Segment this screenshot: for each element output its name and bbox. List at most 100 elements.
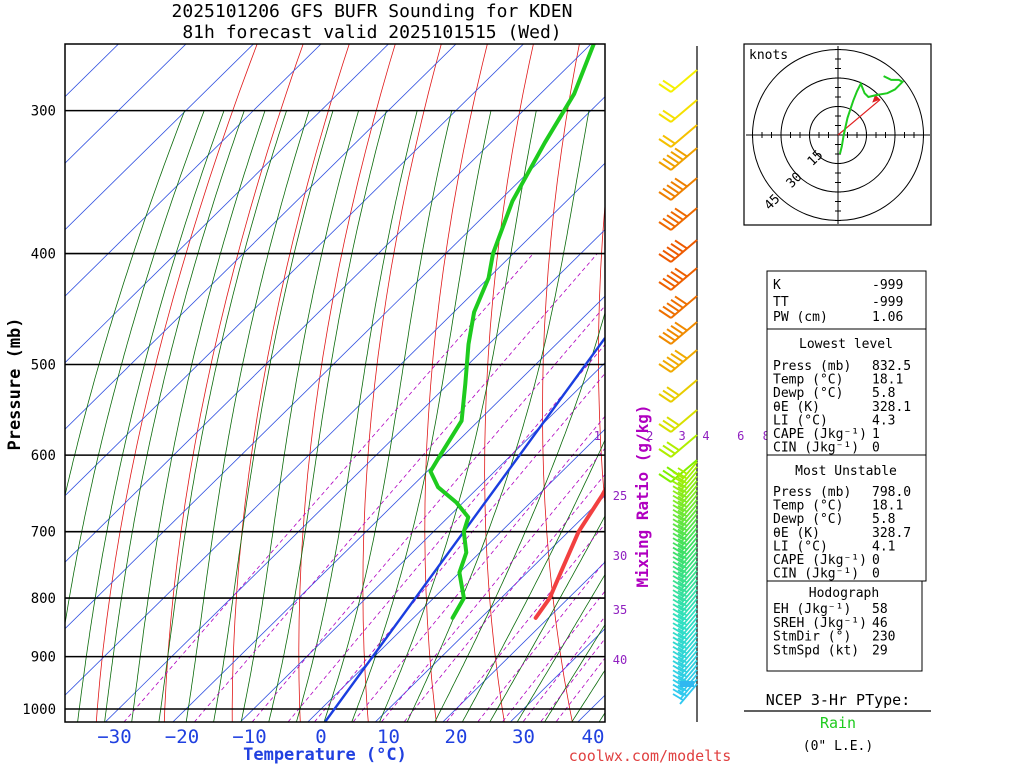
wind-barb bbox=[658, 124, 698, 148]
mixing-ratio-label: 2 bbox=[646, 429, 653, 443]
wind-barb bbox=[672, 522, 698, 544]
chart-title: 2025101206 GFS BUFR Sounding for KDEN bbox=[172, 1, 573, 22]
wind-barb bbox=[658, 99, 698, 123]
moist-adiabat-line bbox=[268, 110, 387, 722]
wind-barb bbox=[672, 631, 698, 653]
param-value: 0 bbox=[872, 553, 880, 568]
param-label: LI (°C) bbox=[773, 413, 828, 428]
hodograph-params-box bbox=[766, 580, 923, 672]
ptype-title: NCEP 3-Hr PType: bbox=[766, 691, 911, 709]
mixing-ratio-side-label: 25 bbox=[613, 489, 627, 503]
wind-barb bbox=[672, 527, 698, 549]
moist-adiabat-line bbox=[295, 110, 418, 722]
param-label: EH (Jkg⁻¹) bbox=[773, 602, 851, 617]
mixing-ratio-side-label: 40 bbox=[613, 653, 627, 667]
wind-barb bbox=[672, 466, 698, 488]
param-value: 328.1 bbox=[872, 400, 911, 415]
wind-barb bbox=[672, 494, 698, 516]
isotherm-line bbox=[172, 295, 605, 722]
hodograph-trace bbox=[838, 75, 905, 155]
param-value: 29 bbox=[872, 643, 888, 658]
moist-adiabat-line bbox=[131, 110, 266, 722]
mixing-ratio-line bbox=[193, 253, 598, 722]
dry-adiabat-line bbox=[542, 44, 580, 722]
storm-motion-arrowhead bbox=[872, 94, 881, 103]
temperature-tick-label: 30 bbox=[512, 726, 535, 748]
param-label: CIN (Jkg⁻¹) bbox=[773, 441, 859, 456]
dry-adiabat-line bbox=[598, 200, 605, 509]
wind-barb bbox=[672, 579, 698, 601]
wind-barb bbox=[672, 650, 698, 672]
tt-value: -999 bbox=[872, 295, 903, 310]
param-label: CIN (Jkg⁻¹) bbox=[773, 567, 859, 582]
wind-barb bbox=[672, 683, 698, 705]
moist-adiabat-line bbox=[379, 110, 537, 722]
moist-adiabat-line bbox=[77, 110, 225, 722]
param-value: 230 bbox=[872, 630, 895, 645]
isotherm-line bbox=[65, 162, 605, 696]
wind-barb bbox=[672, 617, 698, 639]
moist-adiabat-line bbox=[213, 110, 334, 722]
isotherm-line bbox=[65, 44, 592, 563]
wind-barb bbox=[672, 518, 698, 540]
wind-barb bbox=[672, 508, 698, 530]
param-value: 328.7 bbox=[872, 526, 911, 541]
param-label: Dewp (°C) bbox=[773, 386, 843, 401]
wind-barb bbox=[672, 503, 698, 526]
isotherm-line bbox=[65, 96, 605, 630]
wind-barb bbox=[672, 598, 698, 620]
surface-wind-marker bbox=[680, 681, 694, 687]
wind-barb bbox=[658, 434, 698, 458]
isotherm-line bbox=[65, 44, 390, 364]
wind-barb bbox=[672, 551, 698, 573]
wind-barb bbox=[672, 532, 698, 554]
param-label: StmSpd (kt) bbox=[773, 643, 859, 658]
param-value: 798.0 bbox=[872, 485, 911, 500]
param-label: Press (mb) bbox=[773, 359, 851, 374]
hodograph-params-rows: EH (Jkg⁻¹) 58 SREH (Jkg⁻¹) 46 StmDir (°) 230 S… bbox=[773, 602, 895, 658]
isotherm-line bbox=[374, 495, 605, 722]
profiles bbox=[324, 44, 605, 722]
dry-adiabat-line bbox=[947, 0, 1024, 738]
isotherm-line bbox=[65, 44, 255, 231]
dry-adiabat-line bbox=[484, 44, 534, 722]
pw-value: 1.06 bbox=[872, 310, 903, 325]
wind-barb bbox=[672, 480, 698, 502]
param-value: 0 bbox=[872, 441, 880, 456]
dewpoint-profile-line bbox=[428, 44, 596, 620]
param-label: CAPE (Jkg⁻¹) bbox=[773, 553, 867, 568]
wind-barb bbox=[658, 147, 698, 171]
mixing-ratio-label: 8 bbox=[763, 429, 770, 443]
wind-barb bbox=[672, 603, 698, 625]
mixing-ratio-side-label: 35 bbox=[613, 603, 627, 617]
dry-adiabat-line bbox=[95, 44, 258, 722]
x-axis-title: Temperature (°C) bbox=[243, 745, 407, 765]
lowest-level-header: Lowest level bbox=[799, 337, 893, 352]
temperature-tick-label: 40 bbox=[582, 726, 605, 748]
wind-barb bbox=[658, 349, 698, 373]
wind-barb bbox=[672, 475, 698, 497]
pressure-tick-label: 300 bbox=[31, 104, 56, 120]
pressure-tick-label: 500 bbox=[31, 358, 56, 374]
dry-adiabat-line bbox=[992, 0, 1024, 738]
wind-barb bbox=[672, 541, 698, 563]
temperature-profile-line bbox=[533, 486, 605, 620]
dry-adiabat-line bbox=[424, 44, 488, 722]
param-value: 4.3 bbox=[872, 413, 895, 428]
wind-barb bbox=[672, 645, 698, 667]
temperature-tick-label: 10 bbox=[377, 726, 400, 748]
param-label: Press (mb) bbox=[773, 485, 851, 500]
temperature-tick-label: 20 bbox=[445, 726, 468, 748]
param-label: θE (K) bbox=[773, 526, 820, 541]
wind-barb bbox=[672, 607, 698, 630]
moist-adiabat-line bbox=[104, 110, 245, 722]
mixing-ratio-label: 6 bbox=[737, 429, 744, 443]
footer-url: coolwx.com/modelts bbox=[569, 747, 732, 765]
temperature-tick-label: −20 bbox=[165, 726, 199, 748]
param-value: 18.1 bbox=[872, 373, 903, 388]
mixing-ratio-label: 1 bbox=[594, 429, 601, 443]
wind-barb bbox=[658, 409, 698, 433]
dry-adiabat-line bbox=[298, 44, 396, 722]
wind-barb bbox=[672, 678, 698, 700]
isobars bbox=[65, 109, 605, 710]
